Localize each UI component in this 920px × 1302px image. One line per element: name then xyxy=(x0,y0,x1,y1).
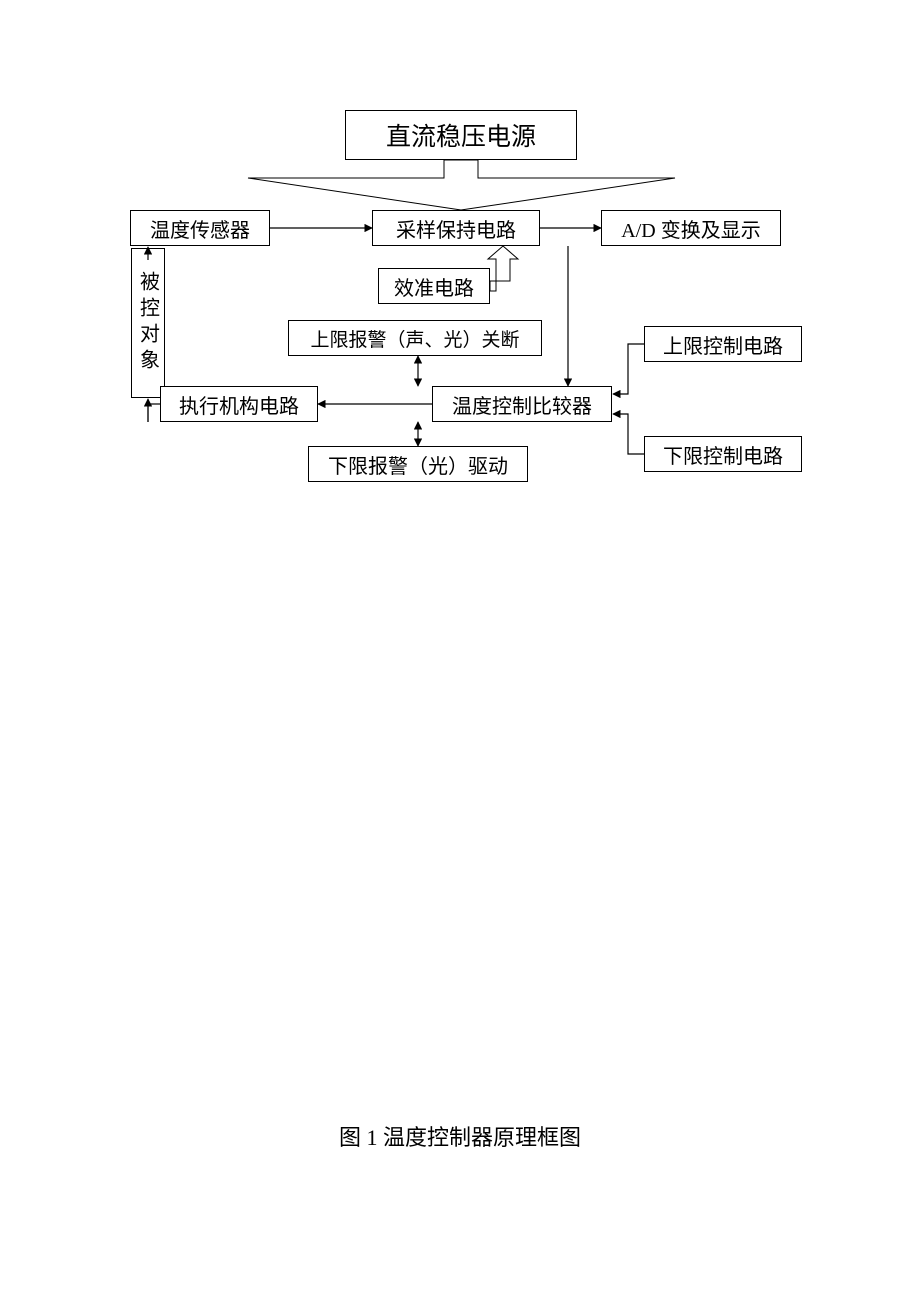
node-label: 效准电路 xyxy=(394,272,474,301)
node-power: 直流稳压电源 xyxy=(345,110,577,160)
edge-upctrl-comp xyxy=(613,344,644,394)
node-object: 被控对象 xyxy=(131,248,165,398)
node-upalarm: 上限报警（声、光）关断 xyxy=(288,320,542,356)
node-lowctrl: 下限控制电路 xyxy=(644,436,802,472)
node-ad: A/D 变换及显示 xyxy=(601,210,781,246)
node-label: 上限报警（声、光）关断 xyxy=(310,325,519,352)
caption-text: 图 1 温度控制器原理框图 xyxy=(339,1125,581,1150)
node-label: 上限控制电路 xyxy=(663,330,783,359)
node-sensor: 温度传感器 xyxy=(130,210,270,246)
node-upctrl: 上限控制电路 xyxy=(644,326,802,362)
node-calib: 效准电路 xyxy=(378,268,490,304)
node-sample: 采样保持电路 xyxy=(372,210,540,246)
node-label: 执行机构电路 xyxy=(179,390,299,419)
node-label: 温度控制比较器 xyxy=(452,390,592,419)
node-lowalarm: 下限报警（光）驱动 xyxy=(308,446,528,482)
node-label: 被控对象 xyxy=(134,271,163,375)
node-actuator: 执行机构电路 xyxy=(160,386,318,422)
hook-arrow xyxy=(488,246,518,291)
edge-lowctrl-comp xyxy=(613,414,644,454)
node-label: 温度传感器 xyxy=(150,214,250,243)
node-label: 直流稳压电源 xyxy=(386,117,536,153)
connectors-svg xyxy=(0,0,920,1302)
diagram-canvas: 直流稳压电源 温度传感器 采样保持电路 A/D 变换及显示 效准电路 被控对象 … xyxy=(0,0,920,1302)
wide-arrow xyxy=(248,160,675,210)
node-label: 下限控制电路 xyxy=(663,440,783,469)
node-label: A/D 变换及显示 xyxy=(621,214,760,243)
node-label: 采样保持电路 xyxy=(396,214,516,243)
node-comp: 温度控制比较器 xyxy=(432,386,612,422)
node-label: 下限报警（光）驱动 xyxy=(328,450,508,479)
figure-caption: 图 1 温度控制器原理框图 xyxy=(0,1120,920,1152)
